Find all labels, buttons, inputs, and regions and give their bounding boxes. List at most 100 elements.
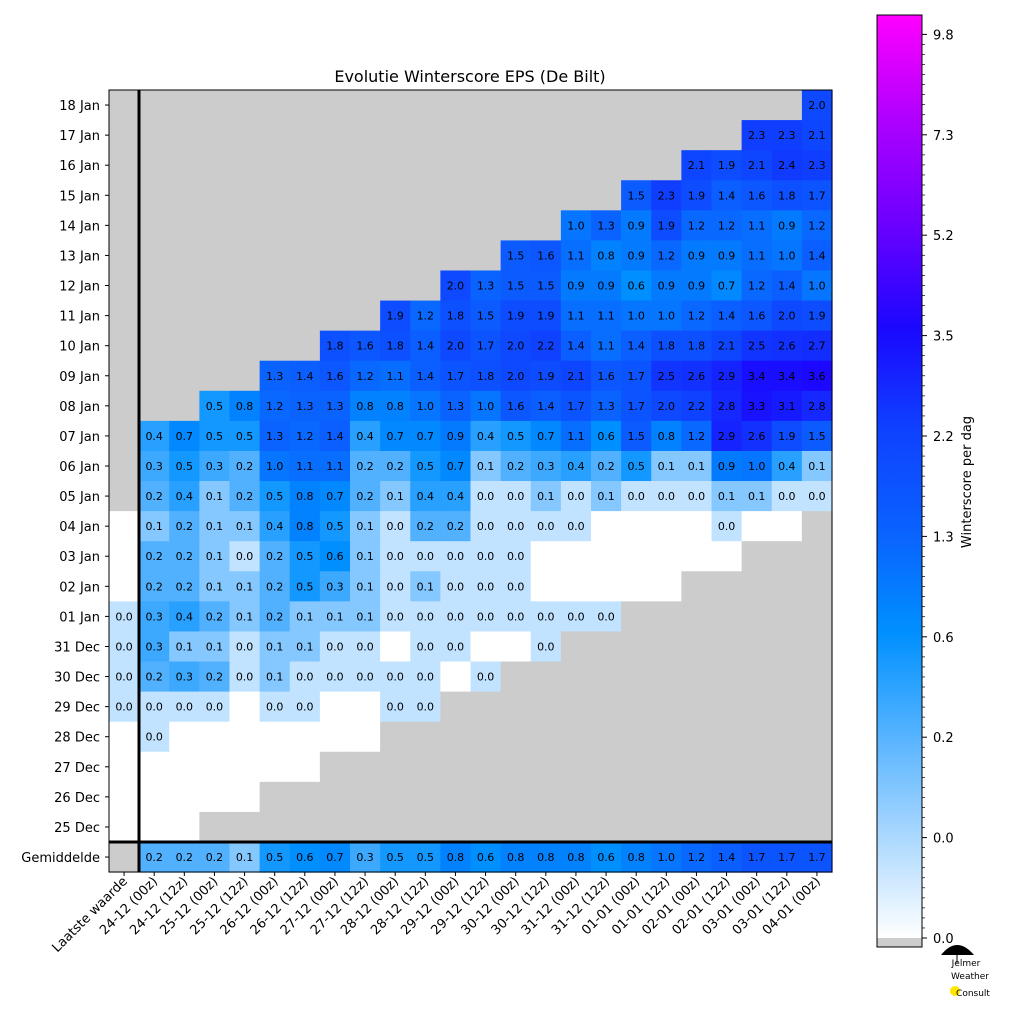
- cell-value-label: 0.5: [266, 490, 284, 503]
- cell-value-label: 2.0: [778, 310, 796, 323]
- cell-value-label: 1.0: [658, 310, 676, 323]
- heatmap-cell: [591, 541, 622, 572]
- heatmap-cell: [259, 721, 291, 753]
- heatmap-cell: [741, 511, 773, 542]
- heatmap-cell: [169, 811, 200, 843]
- cell-value-label: 2.0: [658, 400, 676, 413]
- heatmap-cell: [259, 661, 291, 693]
- heatmap-cell: [621, 360, 652, 392]
- cell-value-label: 0.9: [627, 249, 645, 262]
- cell-value-label: 0.0: [115, 671, 133, 684]
- heatmap-cell: [350, 270, 381, 302]
- heatmap-cell: [289, 450, 321, 482]
- cell-value-label: 0.8: [236, 400, 254, 413]
- heatmap-cell: [380, 90, 411, 121]
- heatmap-cell: [139, 390, 170, 422]
- heatmap-cell: [380, 721, 411, 753]
- heatmap-cell: [470, 842, 502, 873]
- heatmap-cell: [199, 210, 231, 241]
- cell-value-label: 0.3: [145, 610, 163, 623]
- heatmap-cell: [259, 360, 291, 392]
- cell-value-label: 2.3: [658, 189, 676, 202]
- heatmap-cell: [681, 721, 713, 753]
- heatmap-cell: [289, 511, 321, 542]
- heatmap-cell: [560, 481, 592, 512]
- cell-value-label: 0.1: [718, 490, 736, 503]
- cell-value-label: 1.5: [627, 189, 645, 202]
- cell-value-label: 0.1: [145, 520, 163, 533]
- heatmap-cell: [741, 661, 773, 693]
- heatmap-cell: [801, 661, 833, 693]
- cell-value-label: 0.1: [477, 460, 495, 473]
- heatmap-cell: [771, 511, 803, 542]
- heatmap-cell: [591, 601, 622, 633]
- y-tick-label: 28 Dec: [54, 731, 100, 746]
- heatmap-cell: [530, 511, 562, 542]
- cell-value-label: 1.3: [597, 219, 615, 232]
- cell-value-label: 1.9: [658, 219, 676, 232]
- heatmap-cell: [470, 210, 502, 241]
- heatmap-cell: [470, 781, 502, 813]
- heatmap-cell: [229, 631, 261, 663]
- heatmap-cell: [801, 631, 833, 663]
- heatmap-cell: [621, 781, 652, 813]
- heatmap-cell: [560, 330, 592, 362]
- cell-value-label: 0.3: [326, 580, 344, 593]
- y-tick-label: 10 Jan: [59, 340, 100, 355]
- heatmap-cell: [651, 811, 682, 843]
- cell-value-label: 1.4: [808, 249, 826, 262]
- cell-value-label: 2.3: [778, 129, 796, 142]
- cell-value-label: 0.1: [206, 640, 224, 653]
- cell-value-label: 1.1: [748, 219, 766, 232]
- heatmap-cell: [169, 751, 200, 783]
- heatmap-cell: [681, 150, 713, 181]
- cell-value-label: 0.8: [567, 851, 585, 864]
- cell-value-label: 1.5: [537, 280, 555, 293]
- cell-value-label: 0.0: [386, 671, 404, 684]
- heatmap-cell: [500, 511, 532, 542]
- heatmap-cell: [651, 240, 682, 272]
- heatmap-cell: [109, 631, 140, 663]
- heatmap-cell: [259, 180, 291, 211]
- heatmap-cell: [199, 691, 231, 723]
- cell-value-label: 0.5: [296, 580, 314, 593]
- cell-value-label: 0.0: [145, 731, 163, 744]
- cell-value-label: 0.0: [567, 520, 585, 533]
- heatmap-cell: [591, 481, 622, 512]
- cell-value-label: 0.7: [326, 851, 344, 864]
- heatmap-cell: [410, 300, 441, 332]
- heatmap-cell: [410, 511, 441, 542]
- colorbar-tick-label: 7.3: [933, 129, 954, 144]
- cell-value-label: 0.0: [567, 490, 585, 503]
- heatmap-cell: [380, 150, 411, 181]
- heatmap-cell: [560, 420, 592, 452]
- heatmap-cell: [319, 781, 351, 813]
- heatmap-cell: [771, 751, 803, 783]
- heatmap-cell: [440, 661, 472, 693]
- heatmap-cell: [229, 781, 261, 813]
- heatmap-cell: [350, 661, 381, 693]
- heatmap-cell: [440, 571, 472, 602]
- cell-value-label: 0.5: [206, 430, 224, 443]
- heatmap-cell: [440, 751, 472, 783]
- heatmap-cell: [500, 120, 532, 151]
- heatmap-cell: [621, 330, 652, 362]
- cell-value-label: 1.0: [417, 400, 435, 413]
- cell-value-label: 1.0: [808, 280, 826, 293]
- heatmap-cell: [289, 842, 321, 873]
- cell-value-label: 2.0: [808, 99, 826, 112]
- colorbar-missing-swatch: [877, 938, 922, 947]
- heatmap-cell: [410, 481, 441, 512]
- heatmap-cell: [259, 571, 291, 602]
- cell-value-label: 1.4: [718, 189, 736, 202]
- cell-value-label: 0.1: [266, 671, 284, 684]
- cell-value-label: 0.0: [386, 580, 404, 593]
- cell-value-label: 3.4: [778, 370, 796, 383]
- y-tick-label: Gemiddelde: [21, 851, 100, 866]
- heatmap-cell: [319, 450, 351, 482]
- cell-value-label: 0.0: [417, 701, 435, 714]
- cell-value-label: 1.4: [627, 340, 645, 353]
- cell-value-label: 1.1: [386, 370, 404, 383]
- heatmap-cell: [801, 180, 833, 211]
- heatmap-cell: [711, 511, 743, 542]
